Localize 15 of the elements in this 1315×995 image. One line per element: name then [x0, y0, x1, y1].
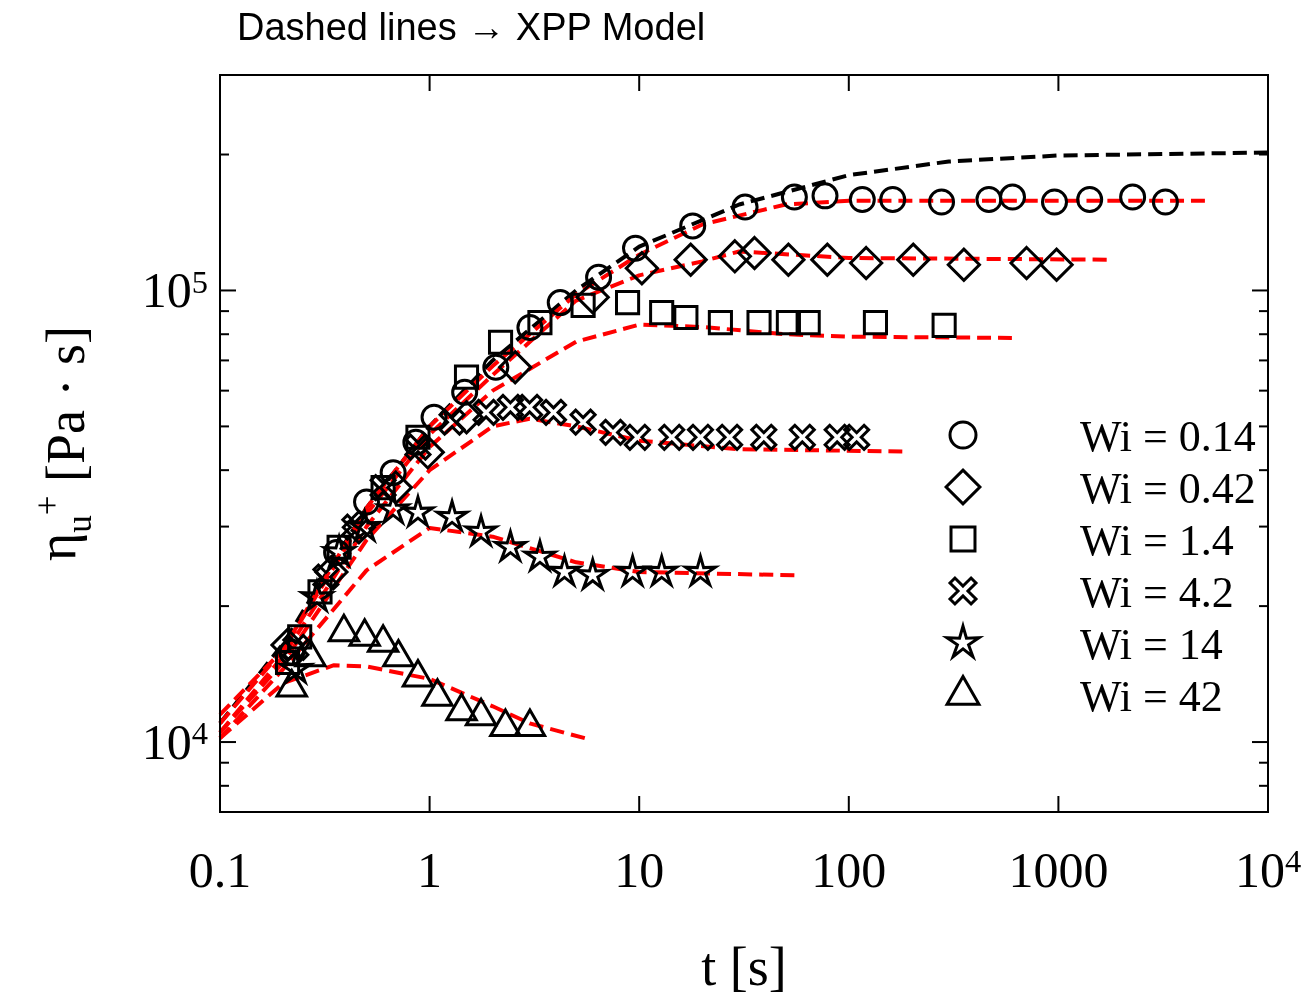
legend-label: Wi = 1.4: [1080, 516, 1234, 565]
x-tick-label: 0.1: [188, 842, 252, 898]
x-tick-label: 1: [417, 842, 443, 898]
x-tick-label: 1000: [1008, 842, 1109, 898]
legend-label: Wi = 0.14: [1080, 412, 1256, 461]
legend-label: Wi = 42: [1080, 672, 1223, 721]
legend-label: Wi = 0.42: [1080, 464, 1256, 513]
x-tick-label: 100: [811, 842, 887, 898]
y-tick-label: 10$^{5}$: [141, 262, 208, 319]
x-axis-title: t [s]: [701, 937, 787, 995]
legend-label: Wi = 4.2: [1080, 568, 1234, 617]
legend-label: Wi = 14: [1080, 620, 1223, 669]
chart-title: Dashed lines → XPP Model: [237, 6, 706, 48]
x-tick-label: 10: [614, 842, 665, 898]
x-tick-label: 10$^{4}$: [1234, 842, 1302, 898]
